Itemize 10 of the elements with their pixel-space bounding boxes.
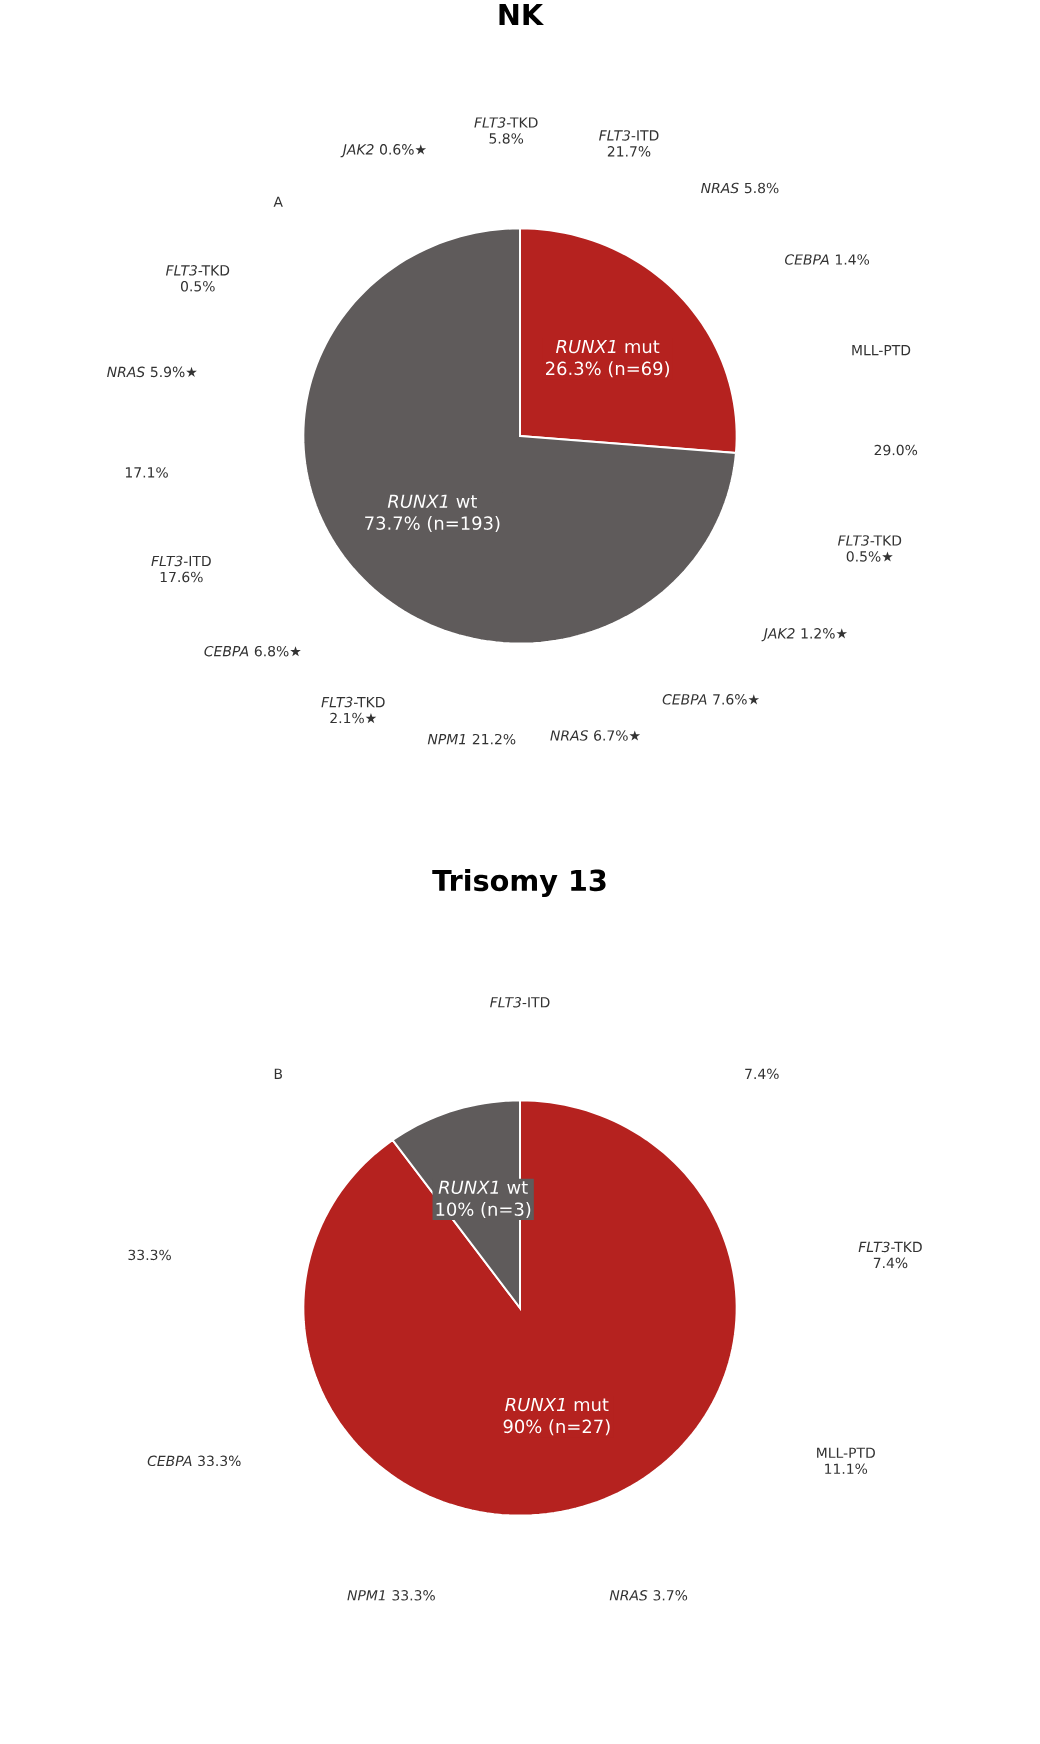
chart-title: Trisomy 13 [432,869,606,897]
data-label: 10% (n=3) [436,1202,531,1219]
slice-label: RUNX1 mut [555,339,660,354]
chart-title: NK [499,4,544,25]
data-label: 90% (n=27) [503,1419,610,1436]
slice-label: RUNX1 wt [387,494,477,509]
slice-label: RUNX1 wt [438,1180,528,1195]
data-label: 26.3% (n=69) [546,361,670,378]
slice-label: RUNX1 mut [505,1397,609,1412]
data-label: 73.7% (n=193) [365,516,500,533]
